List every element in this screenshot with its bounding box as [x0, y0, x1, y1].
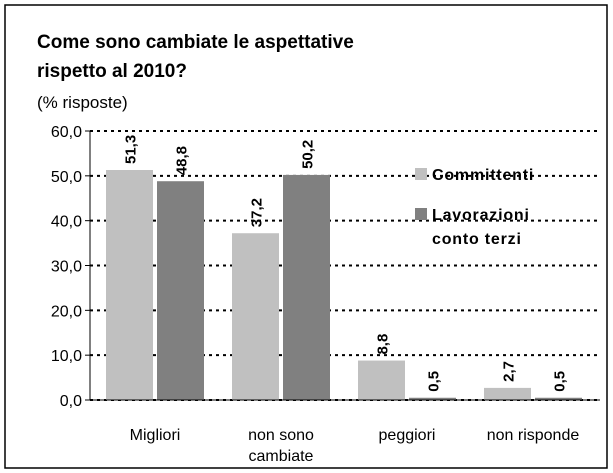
y-tick-label: 10,0	[51, 348, 82, 365]
value-label: 8,8	[375, 334, 392, 355]
y-tick-label: 40,0	[51, 214, 82, 231]
value-label: 0,5	[426, 371, 443, 392]
x-tick-label: peggiori	[379, 427, 436, 444]
bar	[232, 233, 279, 400]
legend-label: Lavorazioni conto terzi	[432, 207, 530, 248]
value-label: 48,8	[174, 146, 191, 175]
value-label: 2,7	[501, 361, 518, 382]
value-label: 37,2	[249, 198, 266, 227]
legend-label: Committenti	[432, 167, 534, 184]
x-tick-label: Migliori	[130, 427, 181, 444]
x-tick-label: non risponde	[487, 427, 580, 444]
bar	[484, 387, 531, 400]
bar	[106, 170, 153, 400]
bar	[409, 397, 456, 400]
bar	[535, 397, 582, 400]
legend-swatch	[415, 208, 427, 220]
chart-title: Come sono cambiate le aspettative rispett…	[37, 32, 354, 82]
y-tick-label: 0,0	[60, 393, 82, 410]
y-tick-label: 50,0	[51, 169, 82, 186]
y-tick-label: 30,0	[51, 259, 82, 276]
x-tick-label: non sono cambiate	[248, 427, 314, 465]
value-label: 50,2	[300, 140, 317, 169]
value-label: 0,5	[552, 371, 569, 392]
y-tick-label: 60,0	[51, 124, 82, 141]
bar	[157, 181, 204, 400]
legend-swatch	[415, 168, 427, 180]
value-label: 51,3	[123, 135, 140, 164]
y-tick-label: 20,0	[51, 303, 82, 320]
bar	[283, 174, 330, 400]
bar	[358, 360, 405, 400]
chart-subtitle: (% risposte)	[37, 93, 128, 112]
